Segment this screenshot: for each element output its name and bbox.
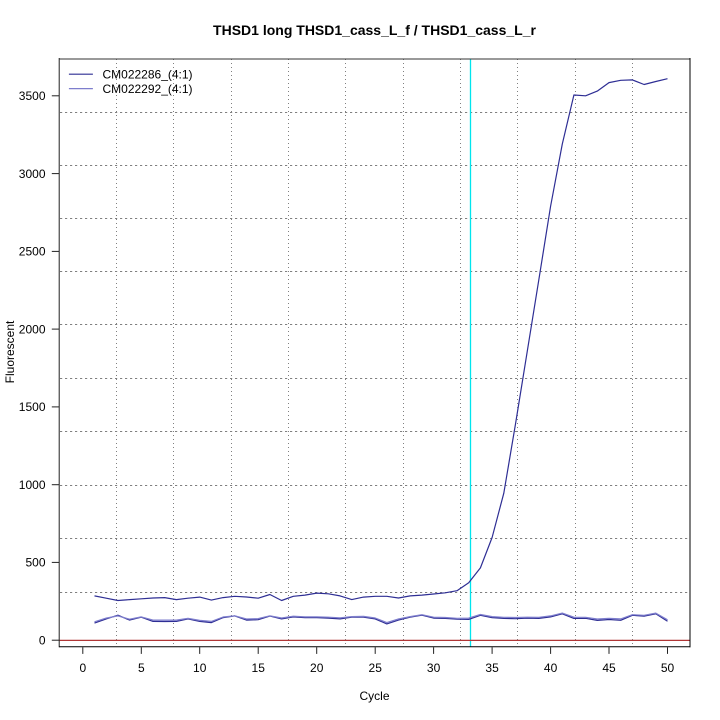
svg-text:5: 5 [138,661,145,675]
svg-text:0: 0 [39,634,46,648]
svg-text:1000: 1000 [19,478,46,492]
svg-text:50: 50 [661,661,675,675]
svg-text:500: 500 [25,556,45,570]
svg-text:0: 0 [79,661,86,675]
svg-text:2500: 2500 [19,245,46,259]
svg-text:40: 40 [544,661,558,675]
svg-text:2000: 2000 [19,322,46,336]
svg-text:Cycle: Cycle [359,689,389,703]
svg-text:35: 35 [485,661,499,675]
svg-text:30: 30 [427,661,441,675]
svg-text:3000: 3000 [19,167,46,181]
svg-text:45: 45 [602,661,616,675]
svg-text:3500: 3500 [19,89,46,103]
svg-text:15: 15 [252,661,266,675]
svg-text:CM022286_(4:1): CM022286_(4:1) [103,68,193,82]
svg-text:Fluorescent: Fluorescent [3,320,17,383]
svg-text:10: 10 [193,661,207,675]
svg-text:THSD1 long THSD1_cass_L_f / TH: THSD1 long THSD1_cass_L_f / THSD1_cass_L… [213,22,536,38]
svg-text:20: 20 [310,661,324,675]
svg-text:1500: 1500 [19,400,46,414]
svg-text:CM022292_(4:1): CM022292_(4:1) [103,82,193,96]
svg-text:25: 25 [369,661,383,675]
